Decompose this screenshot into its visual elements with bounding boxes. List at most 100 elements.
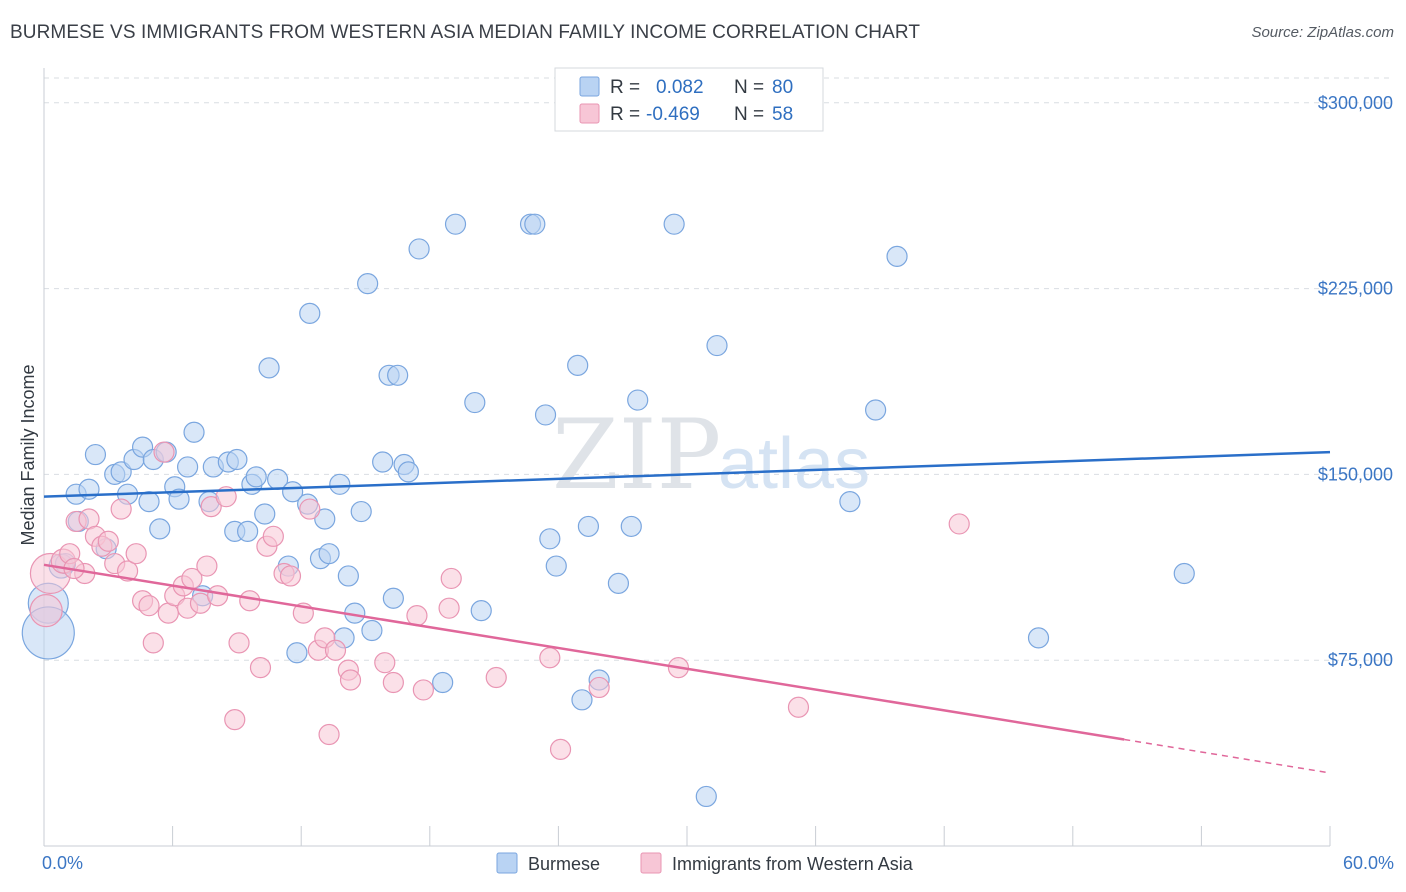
data-point [226,448,248,471]
data-point [149,518,171,540]
legend-n-label-western-asia: N = [734,104,764,125]
watermark-zip: ZIP [552,399,721,511]
data-point [470,600,492,622]
data-point [485,666,507,689]
data-point [239,590,261,612]
data-point [329,473,351,495]
watermark-atlas: atlas [718,424,870,504]
data-point [110,498,132,520]
legend-n-label-burmese: N = [734,77,764,98]
data-point [839,491,861,513]
data-point [324,639,347,661]
data-point [29,594,63,628]
legend-r-label-western-asia: R = [610,104,640,125]
data-point [200,495,222,518]
data-point [865,399,887,421]
data-point [620,515,642,538]
data-point [110,461,132,483]
data-point [438,597,460,619]
data-point [245,466,267,488]
data-point [138,595,160,617]
stats-legend-box [554,67,824,132]
data-point [412,679,434,701]
axes [43,68,1331,847]
legend-r-label-burmese: R = [610,77,640,98]
data-point [350,500,372,523]
source-label: Source: ZipAtlas.com [1251,24,1394,41]
data-point [237,520,259,542]
data-point [539,647,561,669]
data-point [387,364,409,386]
data-point [138,491,160,513]
data-point [84,443,107,466]
trend-line-western-asia-extrapolated [1124,738,1331,774]
data-point [374,652,396,674]
data-point [567,354,589,376]
data-point [286,642,308,664]
y-tick-label: $300,000 [1318,93,1393,113]
y-tick-label: $150,000 [1318,464,1393,484]
legend-n-value-burmese: 80 [772,77,793,98]
y-tick-labels: $75,000 $150,000 $225,000 $300,000 [1318,93,1393,670]
data-point [663,213,685,235]
data-point [97,530,119,552]
series-legend-swatch-burmese [496,852,518,874]
trend-lines [43,450,1331,774]
data-point [588,676,610,699]
y-tick-label: $225,000 [1318,279,1393,299]
data-point [207,585,229,607]
data-point [318,723,340,746]
data-point [1173,562,1195,585]
data-point [183,421,205,443]
series-legend-label-burmese: Burmese [528,854,600,874]
data-point [539,528,561,550]
data-point [706,334,728,357]
data-point [254,503,276,525]
legend-r-value-western-asia: -0.469 [646,104,700,125]
data-point [258,357,280,379]
data-point [339,669,362,691]
data-point [372,451,394,473]
data-point [142,632,164,654]
y-tick-label: $75,000 [1328,650,1393,670]
data-point [534,404,557,426]
data-point [249,657,272,679]
data-point [545,555,567,577]
data-point [314,508,336,530]
data-point [1027,627,1050,649]
data-point [228,632,250,654]
chart-title: BURMESE VS IMMIGRANTS FROM WESTERN ASIA … [10,22,921,43]
data-point [382,587,404,609]
data-point [440,567,462,590]
data-point [361,619,383,642]
data-point [279,565,302,587]
data-point [432,671,454,694]
data-point [262,525,284,547]
data-point [444,213,467,235]
legend-swatch-western-asia [579,103,600,124]
series-legend-label-western-asia: Immigrants from Western Asia [672,854,914,874]
data-point [382,671,404,694]
legend-swatch-burmese [579,76,600,97]
data-point [299,498,321,520]
data-point [125,543,147,565]
trend-line-burmese [43,450,1331,498]
data-point [549,738,572,760]
western-asia-points [29,441,970,760]
data-point [577,515,600,538]
data-point [406,604,428,627]
data-point [299,302,321,324]
trend-line-western-asia [43,563,1125,741]
data-point [196,555,218,577]
data-point [153,441,175,463]
data-point [224,709,246,731]
stats-legend: R = 0.082 N = 80 R = -0.469 N = 58 [554,67,824,132]
data-point [318,543,340,565]
data-point [607,572,630,594]
data-point [627,389,649,411]
legend-n-value-western-asia: 58 [772,104,793,125]
data-point [948,513,970,535]
series-legend: Burmese Immigrants from Western Asia [496,852,914,874]
series-legend-swatch-western-asia [640,852,662,874]
